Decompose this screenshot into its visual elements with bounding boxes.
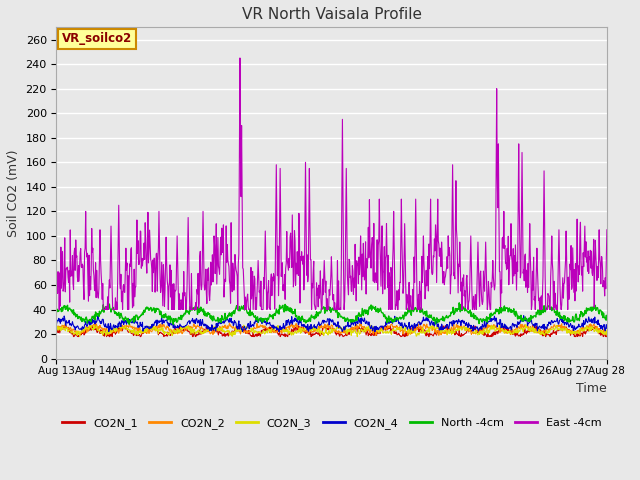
- North -4cm: [493, 309, 500, 314]
- North -4cm: [603, 317, 611, 323]
- CO2N_2: [276, 329, 284, 335]
- CO2N_3: [52, 328, 60, 334]
- CO2N_2: [296, 325, 303, 331]
- East -4cm: [109, 307, 117, 312]
- Legend: CO2N_1, CO2N_2, CO2N_3, CO2N_4, North -4cm, East -4cm: CO2N_1, CO2N_2, CO2N_3, CO2N_4, North -4…: [58, 414, 606, 434]
- North -4cm: [52, 310, 60, 315]
- Y-axis label: Soil CO2 (mV): Soil CO2 (mV): [7, 149, 20, 237]
- CO2N_1: [603, 334, 611, 339]
- East -4cm: [296, 300, 304, 306]
- CO2N_3: [603, 332, 611, 338]
- Line: East -4cm: East -4cm: [56, 58, 607, 310]
- CO2N_4: [52, 321, 60, 327]
- CO2N_2: [109, 328, 116, 334]
- CO2N_2: [52, 326, 60, 332]
- North -4cm: [296, 316, 303, 322]
- North -4cm: [456, 300, 463, 306]
- CO2N_4: [603, 325, 611, 331]
- CO2N_4: [276, 324, 284, 329]
- CO2N_3: [493, 326, 500, 332]
- Line: CO2N_1: CO2N_1: [56, 325, 607, 336]
- East -4cm: [432, 222, 440, 228]
- CO2N_1: [52, 330, 60, 336]
- CO2N_3: [429, 322, 436, 327]
- CO2N_3: [483, 326, 491, 332]
- CO2N_1: [296, 326, 304, 332]
- CO2N_1: [432, 330, 440, 336]
- North -4cm: [431, 317, 439, 323]
- Line: CO2N_4: CO2N_4: [56, 316, 607, 332]
- CO2N_1: [276, 334, 284, 339]
- East -4cm: [276, 166, 284, 171]
- CO2N_3: [295, 327, 303, 333]
- CO2N_1: [70, 334, 77, 339]
- CO2N_4: [520, 313, 527, 319]
- Line: CO2N_2: CO2N_2: [56, 324, 607, 336]
- East -4cm: [603, 227, 611, 233]
- CO2N_1: [483, 334, 491, 339]
- CO2N_4: [296, 317, 303, 323]
- CO2N_3: [353, 334, 361, 339]
- Line: North -4cm: North -4cm: [56, 303, 607, 324]
- Line: CO2N_3: CO2N_3: [56, 324, 607, 336]
- CO2N_2: [483, 328, 491, 334]
- CO2N_1: [493, 329, 500, 335]
- Text: VR_soilco2: VR_soilco2: [62, 32, 132, 45]
- CO2N_1: [61, 322, 69, 328]
- CO2N_4: [431, 320, 439, 326]
- CO2N_4: [275, 329, 283, 335]
- CO2N_2: [159, 321, 166, 326]
- CO2N_3: [109, 329, 116, 335]
- CO2N_2: [493, 325, 500, 331]
- East -4cm: [56, 307, 63, 312]
- X-axis label: Time: Time: [576, 382, 607, 395]
- CO2N_4: [109, 326, 116, 332]
- CO2N_4: [483, 323, 490, 328]
- CO2N_2: [603, 329, 611, 335]
- North -4cm: [109, 305, 116, 311]
- East -4cm: [52, 278, 60, 284]
- CO2N_4: [492, 315, 500, 321]
- CO2N_2: [372, 333, 380, 338]
- CO2N_3: [275, 326, 283, 332]
- CO2N_2: [432, 325, 440, 331]
- East -4cm: [236, 55, 244, 61]
- Title: VR North Vaisala Profile: VR North Vaisala Profile: [242, 7, 422, 22]
- East -4cm: [493, 86, 500, 92]
- East -4cm: [483, 288, 491, 294]
- North -4cm: [276, 302, 284, 308]
- North -4cm: [483, 314, 491, 320]
- CO2N_3: [432, 325, 440, 331]
- CO2N_1: [110, 330, 118, 336]
- North -4cm: [125, 322, 133, 327]
